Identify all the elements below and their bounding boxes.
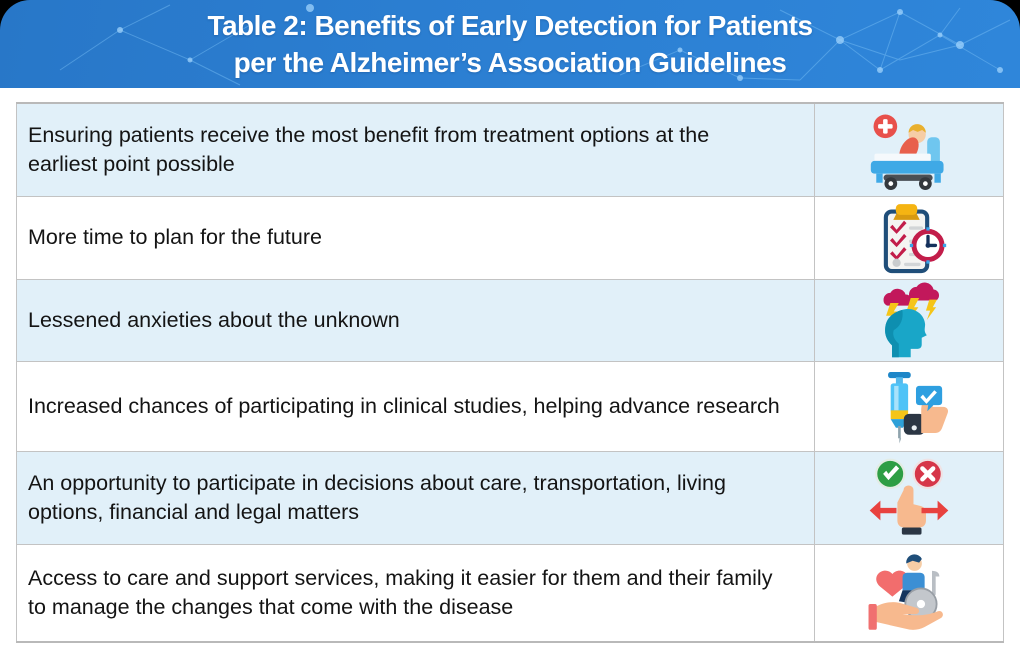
benefit-text: Lessened anxieties about the unknown — [16, 278, 815, 362]
table-row: More time to plan for the future — [16, 195, 1004, 280]
banner-background: Table 2: Benefits of Early Detection for… — [0, 0, 1020, 88]
table-row: Ensuring patients receive the most benef… — [16, 102, 1004, 197]
caring-hand-wheelchair-icon — [868, 554, 943, 630]
title-line-2: per the Alzheimer’s Association Guidelin… — [233, 47, 787, 78]
anxious-head-storm-icon — [883, 282, 940, 358]
table-row: Access to care and support services, mak… — [16, 543, 1004, 643]
checklist-clock-icon — [883, 203, 947, 273]
benefit-text: Increased chances of participating in cl… — [16, 360, 815, 452]
page-title: Table 2: Benefits of Early Detection for… — [0, 0, 1020, 88]
syringe-thumbs-up-icon — [888, 371, 949, 444]
header-banner: Table 2: Benefits of Early Detection for… — [0, 0, 1020, 88]
table-row: An opportunity to participate in decisio… — [16, 450, 1004, 545]
benefits-table: Ensuring patients receive the most benef… — [16, 102, 1004, 643]
benefit-text: Ensuring patients receive the most benef… — [16, 102, 815, 197]
decision-check-cross-icon — [869, 458, 949, 535]
benefit-text: An opportunity to participate in decisio… — [16, 450, 815, 545]
benefit-text: More time to plan for the future — [16, 195, 815, 280]
title-line-1: Table 2: Benefits of Early Detection for… — [207, 10, 813, 41]
table-row: Lessened anxieties about the unknown — [16, 278, 1004, 362]
benefit-text: Access to care and support services, mak… — [16, 543, 815, 643]
hospital-bed-patient-icon — [870, 114, 944, 190]
table-row: Increased chances of participating in cl… — [16, 360, 1004, 452]
